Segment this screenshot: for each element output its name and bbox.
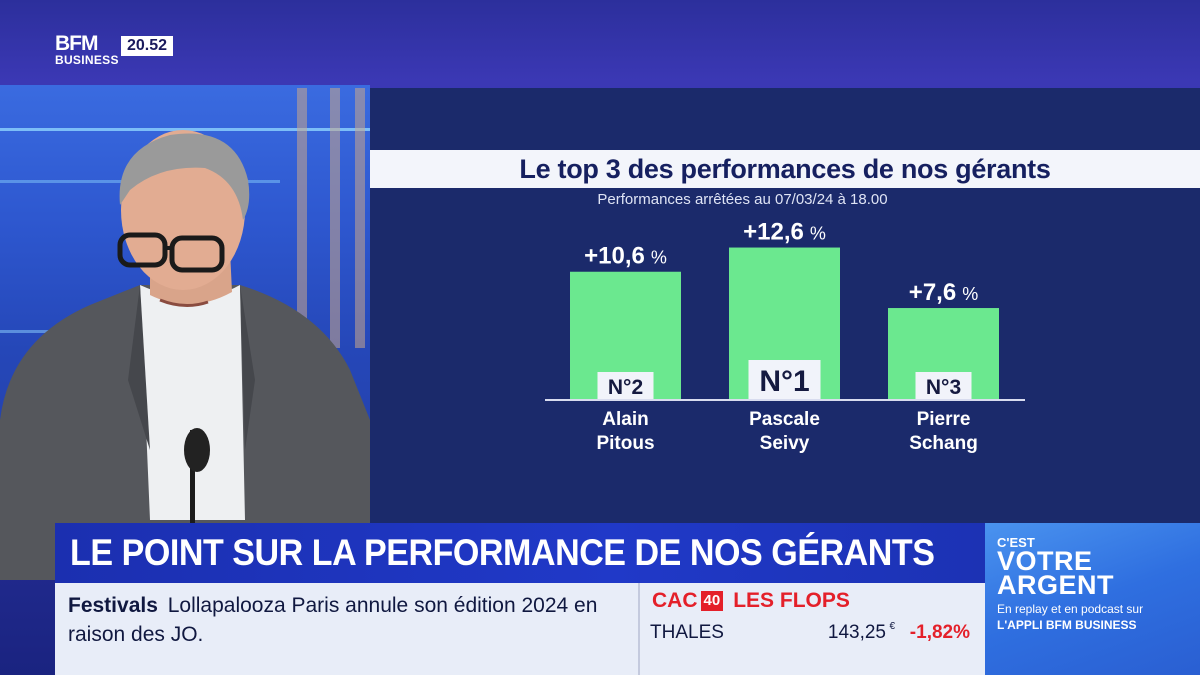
index-label: CAC — [652, 589, 698, 612]
studio-pillar — [297, 88, 307, 348]
bar-value-label: +12,6% — [743, 219, 826, 246]
chart-panel: Le top 3 des performances de nos gérants… — [370, 88, 1200, 525]
promo-footer: En replay et en podcast sur L'APPLI BFM … — [997, 601, 1200, 633]
rank-label: N°1 — [759, 365, 809, 398]
headline-text: LE POINT SUR LA PERFORMANCE DE NOS GÉRAN… — [70, 532, 935, 573]
index-number-badge: 40 — [700, 591, 724, 611]
broadcast-clock: 20.52 — [121, 36, 174, 56]
manager-name-first: Pierre — [917, 409, 971, 430]
flops-label: LES FLOPS — [733, 589, 850, 612]
manager-name-last: Pitous — [596, 433, 654, 454]
rank-badge — [597, 372, 654, 400]
news-item: Festivals Lollapalooza Paris annule son … — [68, 591, 633, 649]
stock-currency: € — [889, 621, 895, 632]
rank-label: N°3 — [926, 376, 961, 399]
promo-foot-line1: En replay et en podcast sur — [997, 602, 1144, 616]
ticker-divider — [638, 583, 640, 675]
studio-pillar — [355, 88, 365, 348]
manager-name-first: Alain — [602, 409, 648, 430]
rank-label: N°2 — [608, 376, 643, 399]
bfm-business-logo: BFM BUSINESS — [55, 33, 119, 66]
chart-title: Le top 3 des performances de nos gérants — [519, 153, 1051, 184]
news-category: Festivals — [68, 594, 158, 617]
news-ticker: Festivals Lollapalooza Paris annule son … — [55, 583, 985, 675]
studio-light-line — [0, 330, 90, 333]
promo-foot-app: L'APPLI BFM BUSINESS — [997, 618, 1137, 632]
rank-badge — [915, 372, 972, 400]
studio-light-line — [0, 128, 370, 131]
manager-name-last: Schang — [909, 433, 978, 454]
presenter-image — [0, 130, 370, 580]
bar-value-label: +7,6% — [909, 279, 978, 306]
promo-line2: VOTRE — [997, 546, 1093, 576]
studio-pillar — [330, 88, 340, 348]
promo-line1: C'EST — [997, 535, 1035, 550]
stock-name: THALES — [650, 622, 724, 643]
bar-value-label: +10,6% — [584, 243, 667, 270]
manager-name-first: Pascale — [749, 409, 820, 430]
logo-main-text: BFM — [55, 32, 98, 55]
promo-line3: ARGENT — [997, 570, 1114, 600]
bar-chart: +10,6 % N°2 Alain Pitous +12,6 % N°1 Pascale Seiv… — [545, 219, 1025, 454]
logo-sub-text: BUSINESS — [55, 53, 119, 67]
headline-bar: LE POINT SUR LA PERFORMANCE DE NOS GÉRAN… — [55, 523, 985, 583]
show-promo-box: C'EST VOTRE ARGENT En replay et en podca… — [985, 523, 1200, 675]
index-header: CAC 40 LES FLOPS — [652, 588, 850, 614]
promo-foot-line2: L'APPLI BFM BUSINESS — [997, 617, 1200, 633]
chart-title-bar: Le top 3 des performances de nos gérants — [370, 150, 1200, 188]
chart-subtitle: Performances arrêtées au 07/03/24 à 18.0… — [597, 191, 888, 208]
manager-name-last: Seivy — [760, 433, 810, 454]
stock-change: -1,82% — [909, 622, 970, 643]
rank-badge — [748, 360, 821, 400]
news-text: Lollapalooza Paris annule son édition 20… — [68, 594, 598, 646]
stock-row: THALES 143,25 € -1,82% — [650, 620, 980, 646]
stock-price: 143,25 — [827, 622, 886, 643]
